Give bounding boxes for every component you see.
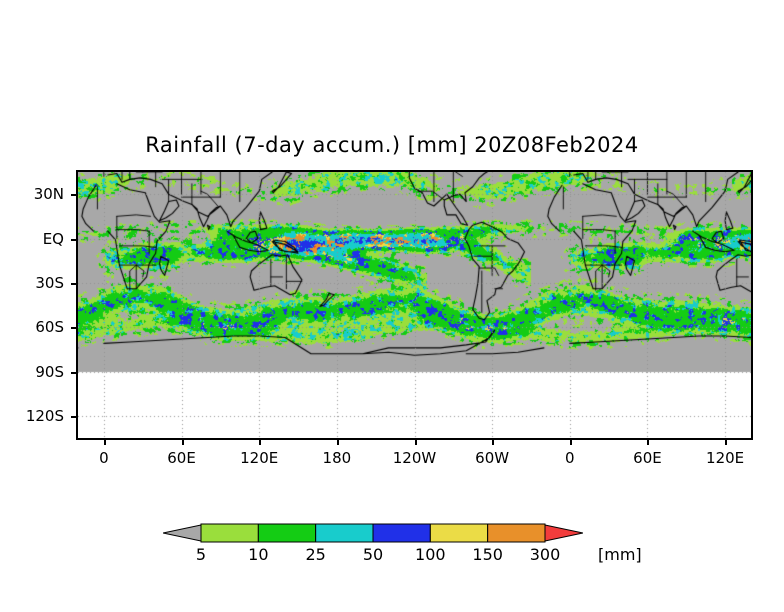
y-axis-tick	[71, 371, 78, 374]
x-axis-label: 60E	[633, 449, 662, 467]
x-axis-tick	[414, 438, 417, 445]
y-axis-label: 120S	[25, 406, 64, 425]
x-axis-label: 0	[99, 449, 109, 467]
colorbar-segment	[487, 523, 546, 543]
colorbar-tick-label: 300	[529, 545, 561, 564]
x-axis-tick	[259, 438, 262, 445]
colorbar-segment	[200, 523, 259, 543]
map-plot-area	[71, 170, 753, 445]
colorbar-segment	[429, 523, 489, 543]
colorbar	[163, 523, 583, 543]
x-axis-tick	[647, 438, 650, 445]
y-axis-tick	[71, 415, 78, 418]
colorbar-right-arrow	[544, 524, 583, 542]
colorbar-unit-label: [mm]	[598, 545, 642, 564]
x-axis-tick	[492, 438, 495, 445]
x-axis-label: 120W	[392, 449, 437, 467]
x-axis-label: 120E	[240, 449, 279, 467]
y-axis-label: 30N	[33, 185, 64, 204]
x-axis-label: 120E	[706, 449, 745, 467]
x-axis-tick	[181, 438, 184, 445]
x-axis-label: 0	[565, 449, 575, 467]
y-axis-label: 90S	[35, 362, 64, 381]
colorbar-swatches	[163, 523, 583, 543]
colorbar-tick-label: 150	[472, 545, 503, 564]
y-axis-label: 60S	[35, 318, 64, 337]
x-axis-tick	[569, 438, 572, 445]
x-axis-label: 60W	[475, 449, 510, 467]
y-axis-label: EQ	[42, 229, 64, 248]
x-axis-label: 180	[322, 449, 352, 467]
chart-title: Rainfall (7-day accum.) [mm] 20Z08Feb202…	[145, 133, 639, 157]
y-axis-label: 30S	[35, 273, 64, 292]
colorbar-tick-label: 25	[305, 545, 326, 564]
colorbar-left-arrow	[163, 524, 202, 542]
x-axis-label: 60E	[167, 449, 196, 467]
colorbar-segment	[315, 523, 374, 543]
colorbar-tick-label: 5	[195, 545, 207, 564]
y-axis-tick	[71, 282, 78, 285]
x-axis-tick	[103, 438, 106, 445]
y-axis-tick	[71, 327, 78, 330]
grid-overlay	[78, 172, 751, 438]
x-axis-tick	[725, 438, 728, 445]
colorbar-tick-label: 100	[415, 545, 446, 564]
colorbar-segment	[257, 523, 317, 543]
colorbar-tick-label: 10	[248, 545, 269, 564]
colorbar-segment	[372, 523, 431, 543]
y-axis-tick	[71, 238, 78, 241]
y-axis-tick	[71, 194, 78, 197]
x-axis-tick	[336, 438, 339, 445]
colorbar-tick-label: 50	[362, 545, 384, 564]
